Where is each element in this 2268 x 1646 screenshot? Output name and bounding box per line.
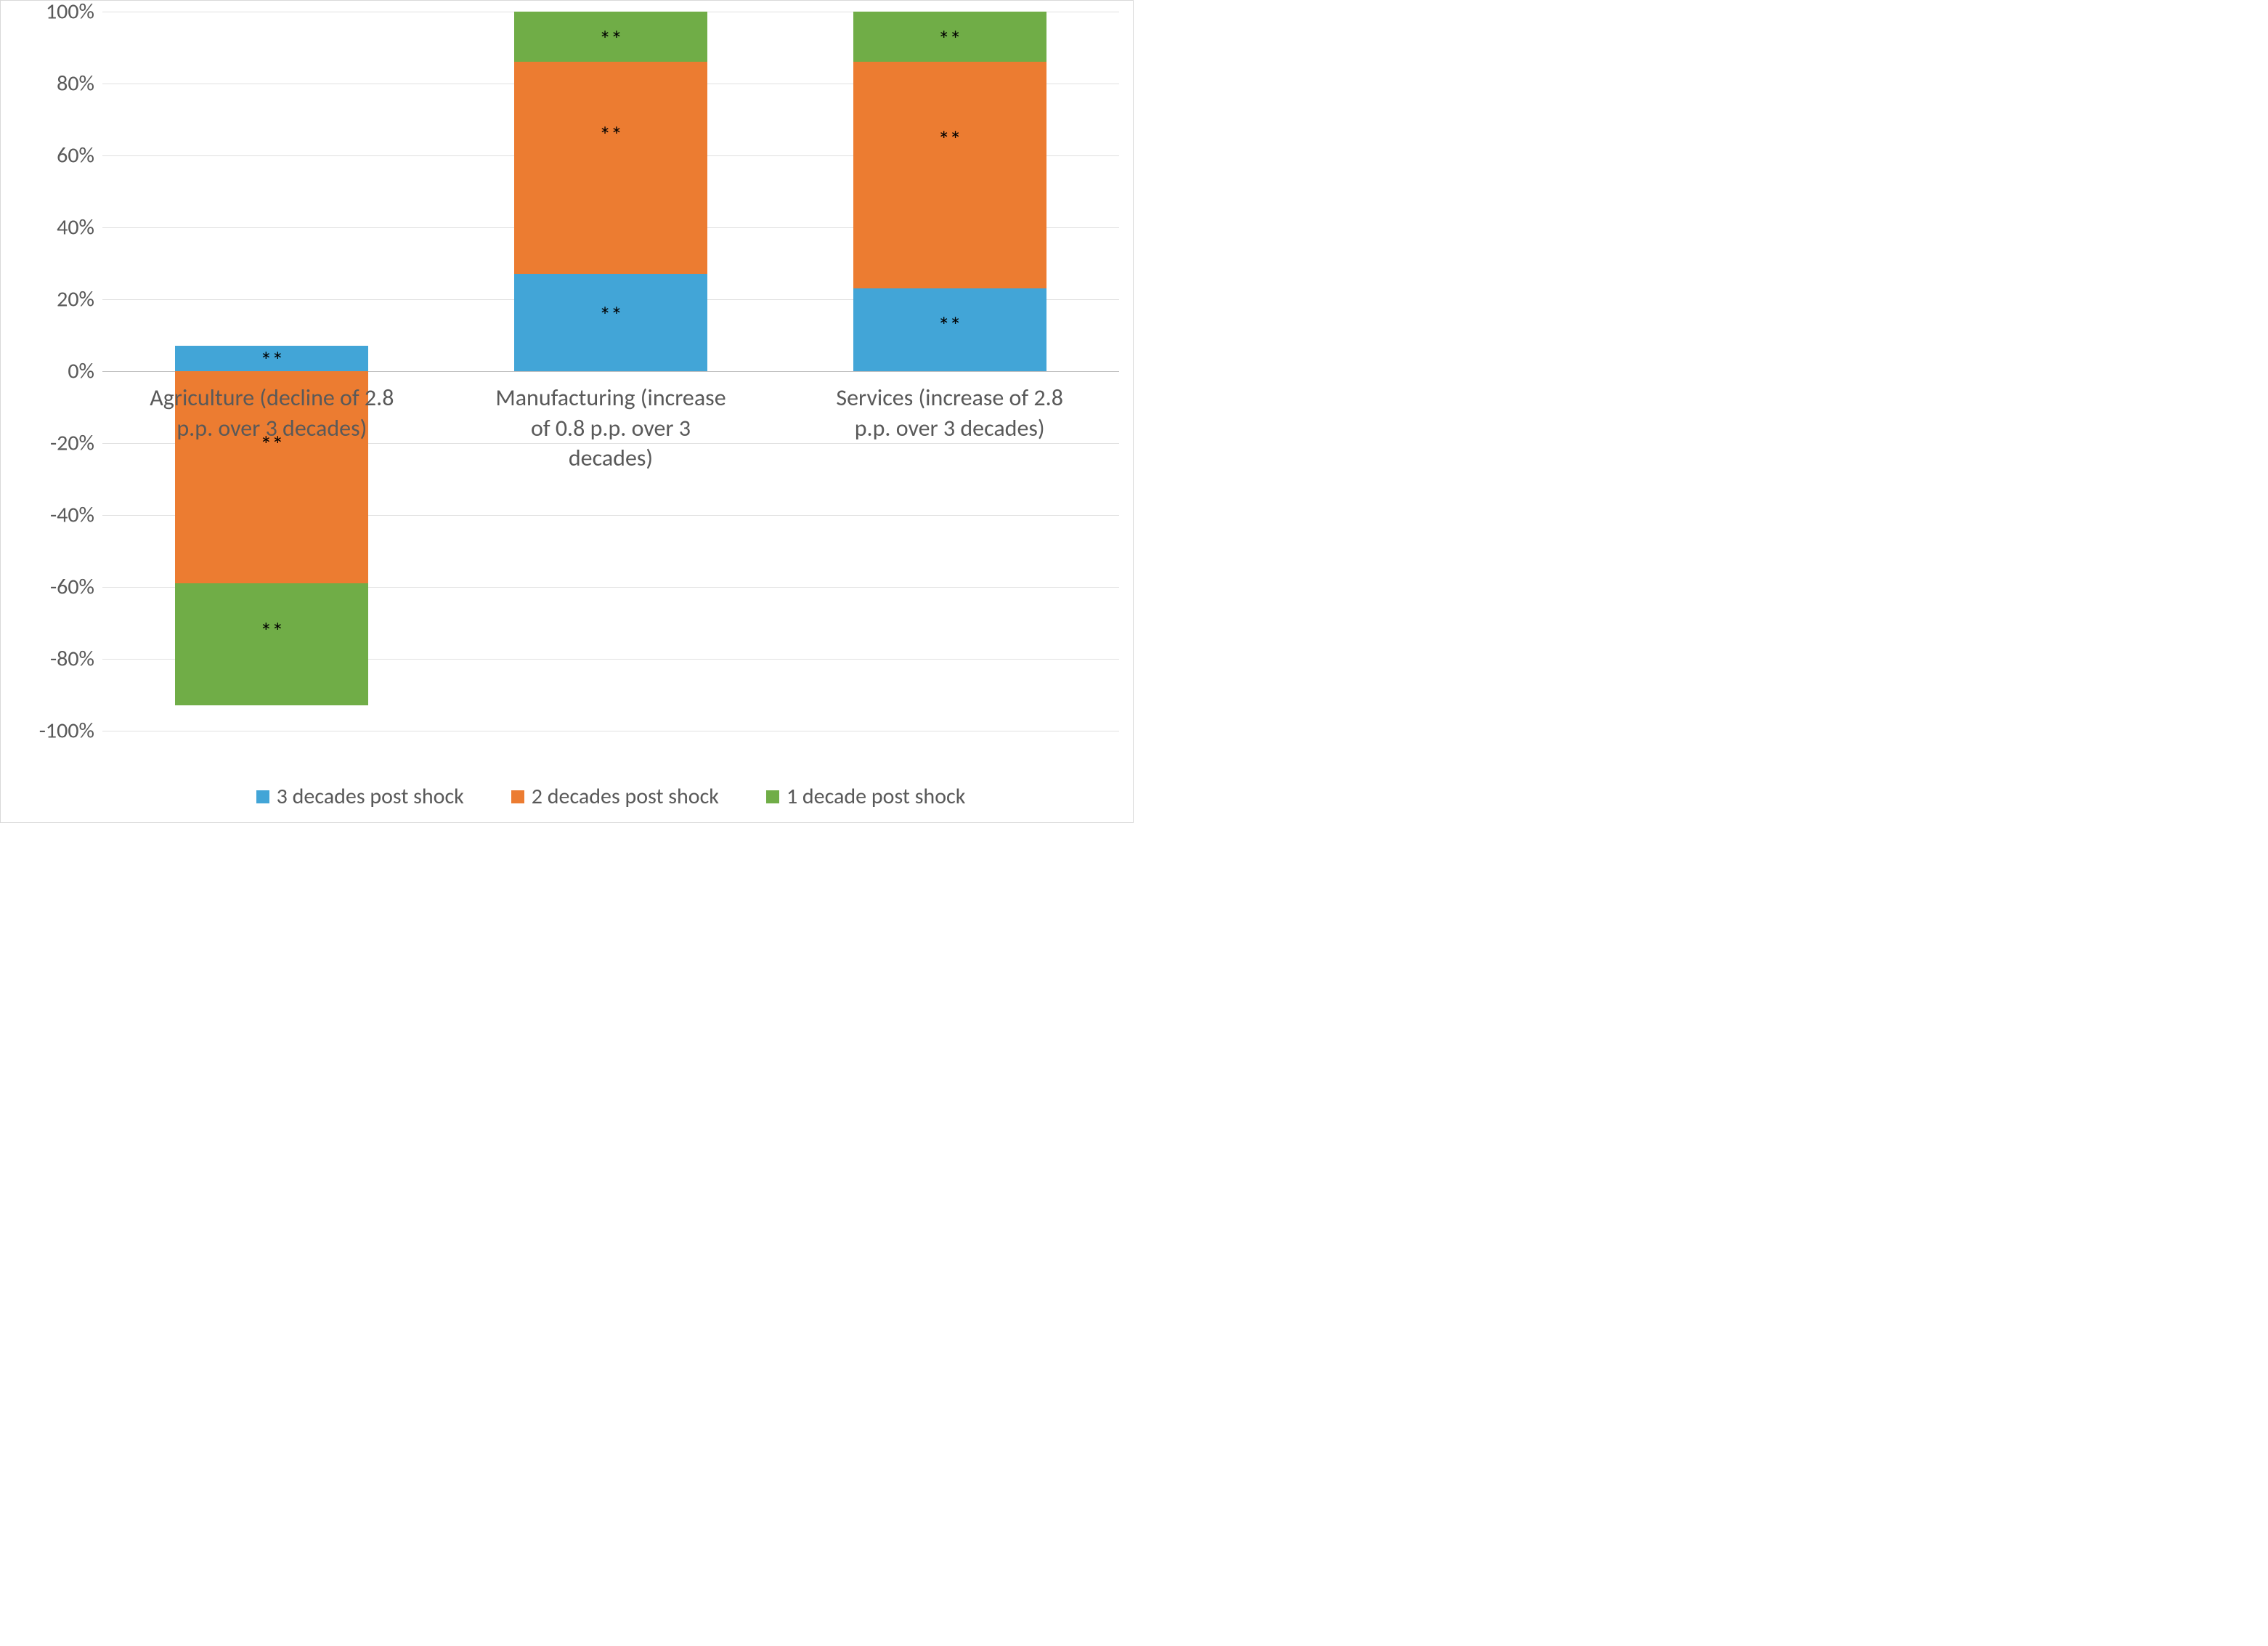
y-tick-label: 100% [36, 0, 94, 25]
category-label-line: Manufacturing (increase [444, 383, 778, 413]
category-label-line: Services (increase of 2.8 [783, 383, 1116, 413]
legend-item: 2 decades post shock [511, 783, 719, 810]
significance-marker: ** [175, 617, 368, 646]
significance-marker: ** [853, 312, 1046, 340]
y-tick-label: -60% [36, 574, 94, 601]
y-tick-label: 80% [36, 70, 94, 97]
bar-segment [514, 62, 707, 274]
category-label-line: p.p. over 3 decades) [105, 413, 439, 444]
y-tick-label: -20% [36, 430, 94, 457]
category-label-line: Agriculture (decline of 2.8 [105, 383, 439, 413]
legend-item: 1 decade post shock [766, 783, 965, 810]
y-tick-label: -40% [36, 502, 94, 529]
y-tick-label: -100% [36, 718, 94, 745]
significance-marker: ** [514, 301, 707, 330]
category-label: Agriculture (decline of 2.8p.p. over 3 d… [105, 383, 439, 443]
legend-swatch [256, 790, 269, 803]
chart-legend: 3 decades post shock 2 decades post shock… [102, 783, 1119, 810]
y-tick-label: 0% [36, 358, 94, 385]
category-label-line: of 0.8 p.p. over 3 [444, 413, 778, 444]
legend-swatch [511, 790, 524, 803]
significance-marker: ** [514, 121, 707, 150]
category-label-line: p.p. over 3 decades) [783, 413, 1116, 444]
significance-marker: ** [175, 346, 368, 375]
plot-area: ******Agriculture (decline of 2.8p.p. ov… [102, 12, 1119, 731]
category-label-line: decades) [444, 443, 778, 474]
legend-item: 3 decades post shock [256, 783, 464, 810]
bar-segment [853, 62, 1046, 288]
legend-label: 2 decades post shock [532, 783, 719, 810]
y-tick-label: 20% [36, 286, 94, 313]
significance-marker: ** [514, 25, 707, 54]
employment-change-chart: % of total employment change within sect… [0, 0, 1134, 823]
legend-label: 3 decades post shock [277, 783, 464, 810]
significance-marker: ** [853, 25, 1046, 54]
legend-swatch [766, 790, 779, 803]
y-tick-label: 40% [36, 214, 94, 241]
y-tick-label: 60% [36, 142, 94, 169]
category-label: Services (increase of 2.8p.p. over 3 dec… [783, 383, 1116, 443]
category-label: Manufacturing (increaseof 0.8 p.p. over … [444, 383, 778, 474]
significance-marker: ** [853, 126, 1046, 154]
legend-label: 1 decade post shock [787, 783, 965, 810]
y-tick-label: -80% [36, 646, 94, 673]
